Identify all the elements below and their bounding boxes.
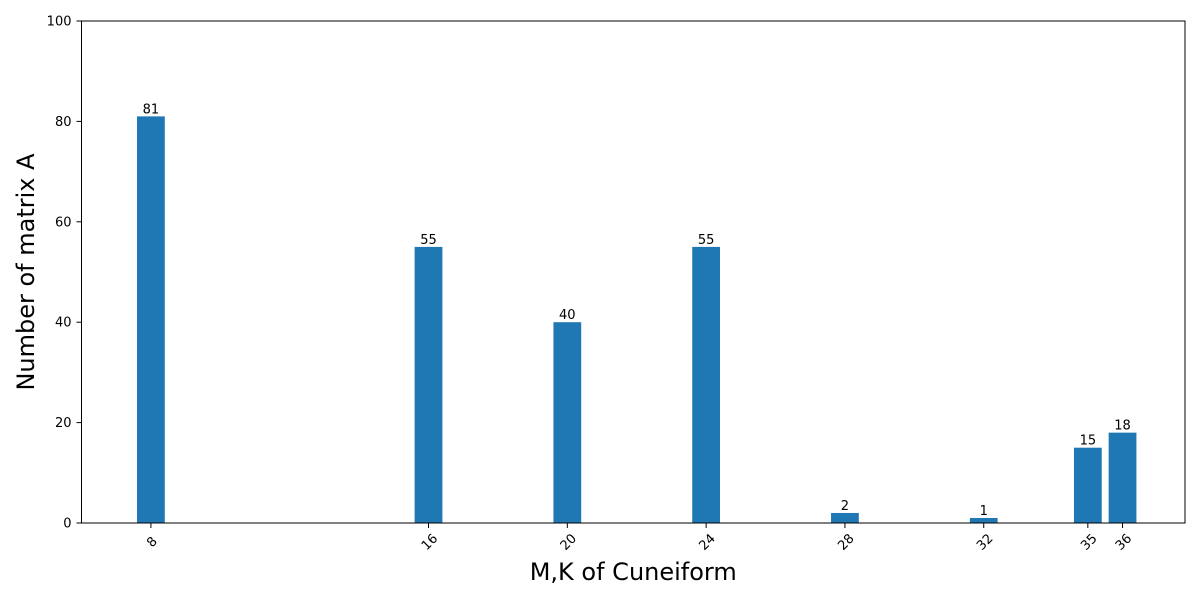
bar-8	[137, 116, 165, 523]
data-label-28: 2	[841, 499, 849, 514]
data-label-16: 55	[420, 233, 437, 248]
x-tick-label-8: 8	[144, 534, 160, 550]
x-tick-label-36: 36	[1113, 531, 1135, 553]
y-tick-label-100: 100	[47, 15, 72, 30]
plot-area-frame	[81, 20, 1186, 524]
data-label-20: 40	[559, 308, 576, 323]
y-axis-title: Number of matrix A	[12, 153, 40, 391]
y-tick-label-60: 60	[55, 215, 72, 230]
data-labels-group: 81 55 40 55 2 1 15 18	[143, 102, 1131, 519]
y-tick-label-40: 40	[55, 316, 72, 331]
y-tick-label-20: 20	[55, 416, 72, 431]
data-label-36: 18	[1114, 419, 1131, 434]
data-label-24: 55	[698, 233, 715, 248]
bars-group	[137, 116, 1137, 523]
x-tick-label-35: 35	[1078, 531, 1100, 553]
y-axis-ticks: 0 20 40 60 80 100	[47, 15, 82, 532]
bar-24	[692, 246, 721, 523]
bar-16	[414, 246, 443, 523]
x-tick-label-24: 24	[696, 531, 718, 553]
x-tick-label-32: 32	[974, 531, 996, 553]
y-tick-label-80: 80	[55, 115, 72, 130]
x-axis-title: M,K of Cuneiform	[530, 558, 737, 586]
x-tick-label-28: 28	[835, 531, 857, 553]
x-tick-label-16: 16	[419, 531, 441, 553]
data-label-35: 15	[1080, 434, 1097, 449]
bar-28	[831, 512, 859, 523]
bar-35	[1073, 447, 1102, 523]
x-axis-ticks: 8 16 20 24 28 32 35 36	[144, 523, 1135, 554]
data-label-32: 1	[980, 504, 988, 519]
bar-20	[553, 322, 582, 523]
y-tick-label-0: 0	[63, 517, 71, 532]
x-tick-label-20: 20	[558, 531, 580, 553]
data-label-8: 81	[143, 102, 160, 117]
bar-32	[969, 517, 998, 523]
bar-36	[1108, 432, 1137, 523]
